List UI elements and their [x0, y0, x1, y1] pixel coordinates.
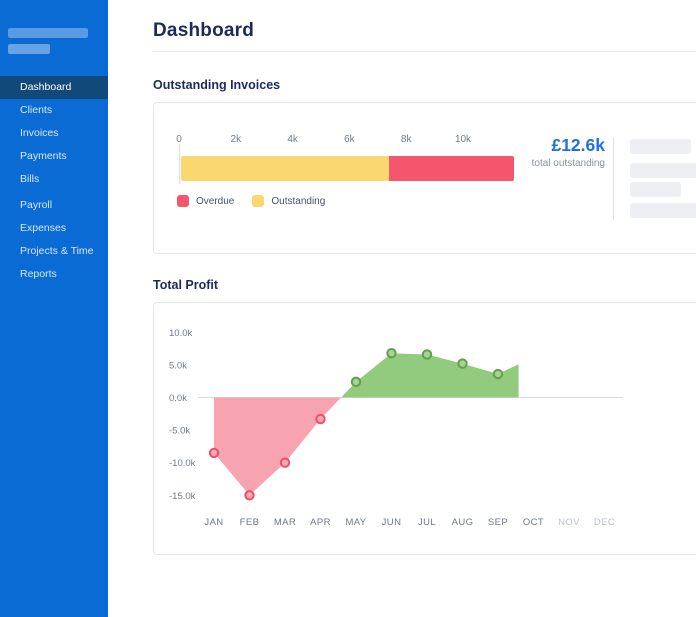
month-label-dec: DEC — [594, 517, 615, 528]
sidebar-item-payments[interactable]: Payments — [20, 150, 67, 162]
sidebar-nav: Dashboard Clients Invoices Payments Bills Pay… — [0, 76, 108, 286]
legend-item-outstanding[interactable]: Outstanding — [252, 195, 325, 207]
legend-swatch — [177, 195, 189, 207]
month-label-jan: JAN — [204, 517, 223, 528]
data-point-marker — [315, 413, 326, 425]
y-axis-label: 0.0k — [169, 393, 187, 404]
bar-legend: Overdue Outstanding — [177, 195, 325, 207]
sidebar-item-clients[interactable]: Clients — [20, 104, 53, 116]
bar-axis-tick: 2k — [230, 134, 242, 145]
data-point-marker — [244, 490, 255, 501]
sidebar-item-reports[interactable]: Reports — [20, 268, 57, 280]
y-axis-label: 5.0k — [169, 360, 187, 371]
bar-axis-line — [179, 144, 180, 184]
sidebar-item-payroll[interactable]: Payroll — [20, 199, 53, 211]
bar-axis-tick: 10k — [454, 134, 472, 145]
outstanding-invoices-card: 0 2k 4k 6k 8k 10k Overdue Outstanding £12.6k t… — [153, 102, 696, 254]
data-point-marker — [208, 447, 220, 459]
month-label-feb: FEB — [240, 517, 260, 528]
data-point-marker — [279, 457, 291, 468]
data-point-marker — [386, 347, 397, 359]
y-axis-label: 10.0k — [169, 328, 192, 339]
y-axis-label: -10.0k — [169, 458, 196, 469]
month-label-nov: NOV — [558, 517, 580, 528]
month-label-jul: JUL — [418, 517, 436, 528]
section-title-total-profit: Total Profit — [153, 278, 219, 292]
skeleton-bar — [630, 203, 696, 218]
sidebar-item-dashboard[interactable]: Dashboard — [0, 76, 108, 99]
profit-area-chart: 10.0k 5.0k 0.0k -5.0k -10.0k -15.0k JAN FEB MAR A… — [169, 328, 623, 528]
total-outstanding-block: £12.6k total outstanding — [454, 135, 605, 169]
month-label-mar: MAR — [274, 517, 296, 528]
total-outstanding-value: £12.6k — [551, 135, 605, 155]
month-label-apr: APR — [310, 517, 331, 528]
sidebar-item-bills[interactable]: Bills — [20, 173, 40, 185]
skeleton-bar — [630, 139, 691, 154]
data-point-marker — [421, 349, 433, 360]
legend-label: Overdue — [196, 195, 235, 207]
total-outstanding-caption: total outstanding — [531, 158, 605, 169]
sidebar-item-expenses[interactable]: Expenses — [20, 222, 67, 234]
total-profit-card: 10.0k 5.0k 0.0k -5.0k -10.0k -15.0k JAN FEB MAR A… — [153, 302, 696, 555]
legend-label: Outstanding — [271, 195, 326, 207]
month-label-sep: SEP — [488, 517, 508, 528]
skeleton-bar — [630, 163, 696, 178]
bar-axis-tick: 8k — [400, 134, 412, 145]
month-label-jun: JUN — [382, 517, 402, 528]
bar-axis-tick: 4k — [287, 134, 298, 145]
month-label-aug: AUG — [452, 517, 474, 528]
header-divider — [153, 51, 696, 52]
sidebar-item-projects-time[interactable]: Projects & Time — [20, 245, 94, 257]
y-axis-label: -15.0k — [169, 491, 196, 502]
skeleton-bar — [630, 182, 681, 197]
page-title: Dashboard — [153, 20, 255, 41]
month-label-oct: OCT — [523, 517, 544, 528]
section-title-outstanding-invoices: Outstanding Invoices — [153, 78, 281, 92]
data-point-marker — [492, 368, 504, 380]
month-label-may: MAY — [345, 517, 366, 528]
sidebar-item-invoices[interactable]: Invoices — [20, 127, 59, 139]
legend-swatch — [252, 195, 265, 207]
data-point-marker — [457, 358, 468, 369]
profit-area — [341, 353, 519, 398]
card-vertical-divider — [613, 137, 614, 220]
y-axis-label: -5.0k — [169, 426, 190, 437]
stacked-bar — [181, 156, 515, 181]
logo-placeholder-bar — [8, 28, 88, 38]
legend-item-overdue[interactable]: Overdue — [177, 195, 234, 207]
logo-placeholder-bar — [8, 44, 50, 54]
outstanding-segment — [181, 156, 390, 181]
bar-axis-tick: 0 — [176, 134, 182, 145]
overdue-segment — [389, 156, 515, 181]
bar-axis-tick: 6k — [344, 134, 355, 145]
loss-area — [214, 397, 342, 496]
data-point-marker — [350, 376, 362, 388]
sidebar: Dashboard Clients Invoices Payments Bills Pay… — [0, 0, 108, 617]
